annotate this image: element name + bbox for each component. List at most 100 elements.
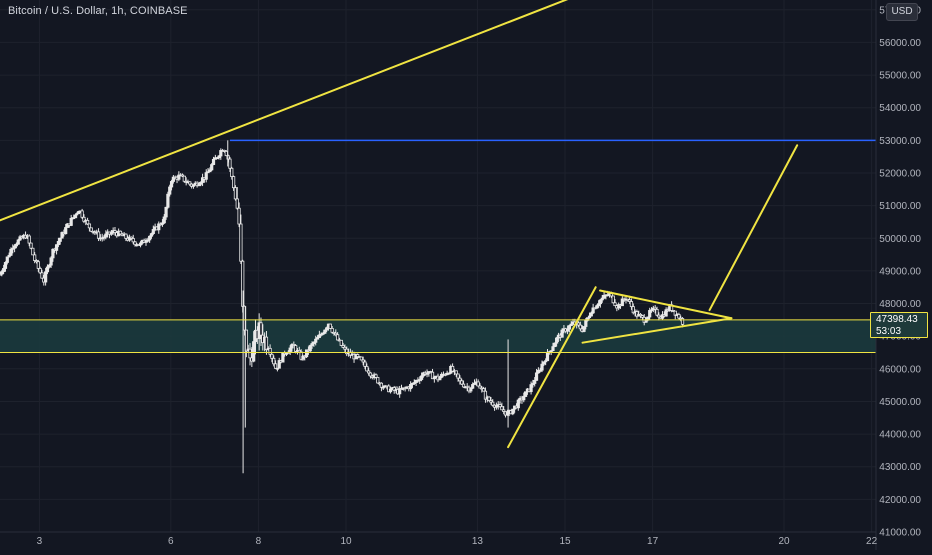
- candle-body: [27, 235, 31, 244]
- candle-body: [45, 266, 50, 273]
- candle-body: [308, 345, 312, 352]
- candle-body: [549, 350, 553, 353]
- candle-body: [200, 177, 205, 183]
- candle-body: [545, 351, 550, 362]
- candle-body: [544, 360, 548, 363]
- candle-body: [224, 151, 228, 157]
- candle-body: [635, 311, 639, 317]
- candle-body: [144, 240, 148, 243]
- candle-body: [272, 357, 276, 365]
- candle-body: [118, 230, 123, 235]
- upper-trendline[interactable]: [0, 0, 574, 222]
- candle-body: [9, 248, 13, 256]
- candle-body: [374, 374, 378, 378]
- candle-body: [239, 223, 243, 262]
- price-tick-label: 52000.00: [879, 168, 921, 179]
- candle-body: [208, 169, 212, 173]
- candle-body: [591, 307, 595, 314]
- candle-body: [222, 149, 227, 152]
- candle-body: [219, 150, 223, 157]
- candle-body: [237, 207, 241, 225]
- candle-body: [75, 213, 79, 216]
- candle-body: [292, 344, 296, 346]
- pennant-upper[interactable]: [599, 289, 733, 320]
- candle-body: [160, 222, 165, 225]
- candle-body: [458, 377, 462, 382]
- candle-body: [215, 157, 219, 160]
- price-tick-label: 43000.00: [879, 462, 921, 473]
- candle-body: [284, 352, 289, 355]
- candle-body: [533, 379, 537, 384]
- candle-body: [301, 355, 305, 360]
- candle-body: [454, 370, 458, 375]
- candle-body: [529, 384, 533, 393]
- time-axis[interactable]: 3 6 8 10 13 15 17 20 22: [0, 531, 878, 547]
- projection-leg[interactable]: [708, 144, 799, 312]
- candle-body: [204, 172, 208, 180]
- candle-body: [600, 297, 604, 301]
- candle-body: [0, 273, 2, 276]
- candle-body: [317, 334, 321, 338]
- candle-body: [288, 347, 292, 353]
- candle-body: [275, 367, 280, 370]
- candle-body: [447, 372, 451, 375]
- candle-body: [294, 345, 298, 352]
- pennant-lower[interactable]: [581, 317, 733, 344]
- candle-body: [31, 247, 35, 256]
- candle-body: [86, 219, 90, 225]
- price-axis[interactable]: 41000.00 42000.00 43000.00 44000.00 45000.00…: [875, 0, 921, 550]
- candle-body: [611, 295, 615, 304]
- candle-body: [587, 315, 592, 319]
- candle-body: [657, 314, 661, 318]
- candle-body: [69, 217, 73, 226]
- candle-body: [277, 360, 281, 369]
- candle-body: [363, 361, 367, 367]
- candle-body: [343, 346, 347, 350]
- candle-body: [430, 371, 435, 380]
- candle-body: [471, 384, 475, 389]
- candle-body: [138, 242, 143, 246]
- candle-body: [538, 369, 542, 372]
- candle-body: [356, 354, 360, 358]
- impulse-leg[interactable]: [507, 286, 597, 449]
- candle-body: [64, 227, 68, 235]
- candle-body: [540, 363, 544, 371]
- candle-body: [211, 158, 216, 165]
- price-tick-label: 49000.00: [879, 266, 921, 277]
- candle-body: [177, 174, 181, 180]
- candle-body: [264, 336, 269, 351]
- candle-body: [388, 388, 393, 393]
- candle-body: [498, 404, 502, 408]
- candle-body: [595, 305, 599, 309]
- candle-body: [522, 396, 526, 401]
- candle-body: [620, 298, 624, 307]
- candle-body: [33, 254, 37, 261]
- candle-body: [321, 332, 325, 335]
- candle-body: [673, 310, 677, 316]
- candle-body: [182, 175, 186, 182]
- candle-body: [653, 307, 657, 310]
- candle-body: [14, 243, 19, 247]
- candle-body: [129, 236, 133, 239]
- candle-body: [376, 377, 380, 384]
- candle-body: [628, 299, 632, 302]
- candle-body: [180, 174, 185, 177]
- candle-body: [162, 216, 166, 224]
- candle-body: [511, 408, 515, 415]
- candle-body: [82, 216, 86, 222]
- candle-body: [578, 324, 582, 330]
- candle-body: [96, 231, 101, 239]
- candle-body: [339, 339, 343, 346]
- candle-body: [169, 181, 174, 188]
- candle-body: [489, 400, 493, 403]
- symbol-title[interactable]: Bitcoin / U.S. Dollar, 1h, COINBASE: [8, 5, 188, 17]
- drawings[interactable]: [0, 0, 876, 449]
- currency-badge[interactable]: USD: [886, 3, 918, 21]
- candle-body: [310, 343, 314, 346]
- candle-body: [586, 317, 590, 321]
- candle-body: [582, 326, 586, 332]
- candle-body: [502, 409, 506, 412]
- price-tick-label: 42000.00: [879, 495, 921, 506]
